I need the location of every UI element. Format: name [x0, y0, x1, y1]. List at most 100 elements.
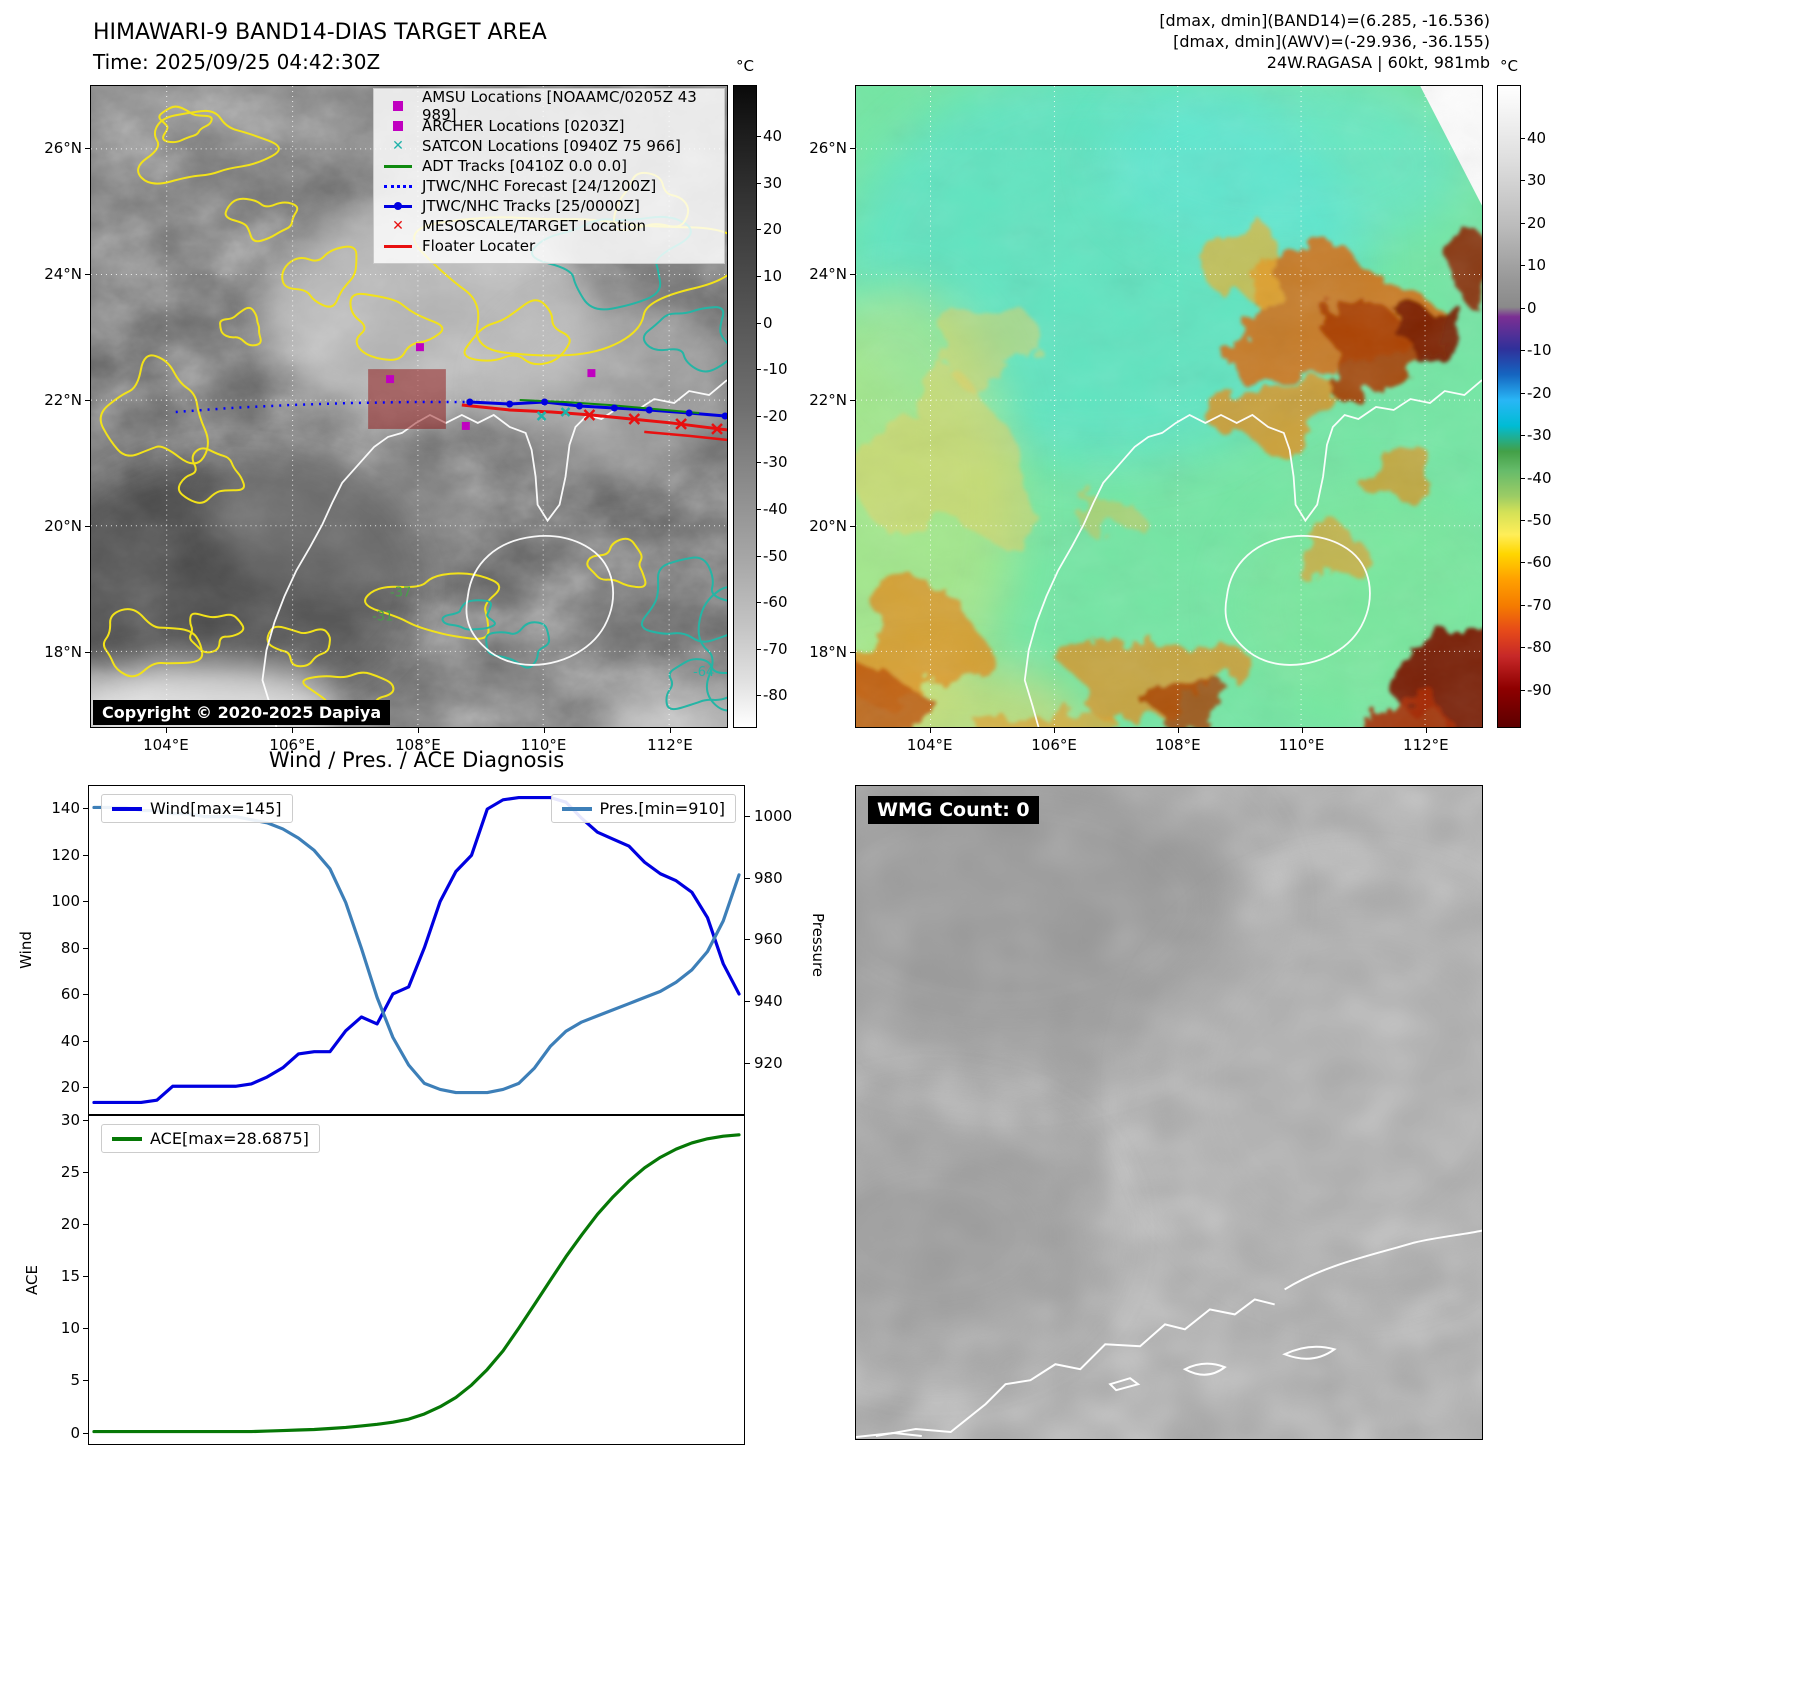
awv-cold-regions	[856, 86, 1482, 727]
tick-mark	[83, 947, 88, 949]
tick-mark	[757, 555, 761, 557]
amsu-location-marker	[415, 343, 424, 352]
tick-mark	[745, 1000, 750, 1002]
band14-lon-tick-label: 112°E	[647, 736, 693, 754]
tick-mark	[1521, 265, 1525, 267]
band14-colorbar-tick-label: -70	[763, 639, 788, 658]
ace-tick-label: 5	[70, 1371, 80, 1390]
tick-mark	[850, 148, 855, 149]
awv-colorbar-tick-label: -60	[1527, 553, 1552, 572]
tick-mark	[85, 526, 90, 528]
band14-colorbar-tick-label: 10	[763, 267, 783, 286]
tick-mark	[1521, 180, 1525, 182]
awv-colorbar-tick-label: 20	[1527, 213, 1547, 232]
tick-mark	[757, 322, 761, 324]
legend-item: Floater Locater	[383, 236, 715, 256]
floater-locater-line-2	[644, 430, 727, 442]
contour-value-label: -37	[390, 585, 411, 600]
tick-mark	[669, 728, 671, 733]
jtwc-track-point	[645, 406, 653, 414]
band14-colorbar-tick-label: -80	[763, 686, 788, 705]
ace-tick-label: 0	[70, 1423, 80, 1442]
tick-mark	[1521, 222, 1525, 224]
tick-mark	[417, 728, 419, 733]
legend-item: ✕ MESOSCALE/TARGET Location	[383, 216, 715, 236]
band14-colorbar-tick-label: -40	[763, 500, 788, 518]
wind-pressure-chart: Wind[max=145] Pres.[min=910]	[88, 785, 745, 1115]
band14-colorbar-tick-label: 40	[763, 127, 783, 146]
wind-legend-label: Wind[max=145]	[150, 799, 282, 818]
tick-mark	[85, 274, 90, 276]
band14-colorbar	[733, 85, 757, 728]
red-line-icon	[383, 244, 413, 248]
tick-mark	[1301, 728, 1303, 733]
teal-x-icon: ✕	[392, 138, 404, 154]
ace-tick-label: 25	[60, 1163, 80, 1182]
band14-lat-tick-label: 18°N	[44, 643, 82, 662]
wind-tick-label: 80	[60, 938, 80, 957]
tick-mark	[745, 1062, 750, 1064]
tick-mark	[83, 808, 88, 810]
awv-lon-tick-label: 106°E	[1031, 736, 1077, 754]
mesoscale-target-marker	[711, 423, 723, 435]
jtwc-track	[469, 400, 726, 418]
tick-mark	[1425, 728, 1427, 733]
amsu-location-marker	[386, 375, 395, 384]
tick-mark	[757, 276, 761, 278]
ace-legend-label: ACE[max=28.6875]	[150, 1129, 309, 1148]
wind-tick-label: 100	[51, 892, 80, 911]
wind-legend: Wind[max=145]	[101, 794, 293, 823]
tick-mark	[83, 1380, 88, 1382]
awv-lon-tick-label: 110°E	[1278, 736, 1325, 754]
tick-mark	[292, 728, 294, 733]
tick-mark	[1521, 392, 1525, 394]
jtwc-track-point	[541, 398, 549, 406]
band14-map-legend: AMSU Locations [NOAAMC/0205Z 43 989] ARCH…	[373, 88, 725, 264]
tick-mark	[85, 400, 90, 402]
tick-mark	[83, 1224, 88, 1226]
pressure-legend: Pres.[min=910]	[550, 794, 736, 823]
tick-mark	[83, 1087, 88, 1089]
tick-mark	[165, 728, 167, 733]
awv-lat-tick-label: 24°N	[809, 265, 847, 284]
mesoscale-target-marker	[583, 409, 596, 421]
floater-locater-line	[461, 403, 727, 432]
band14-colorbar-tick-label: 20	[763, 220, 783, 239]
awv-lon-tick-label: 112°E	[1403, 736, 1449, 754]
band14-lon-tick-label: 110°E	[520, 736, 567, 754]
awv-lon-tick-label: 104°E	[906, 736, 953, 754]
tick-mark	[1521, 138, 1525, 140]
band14-lat-tick-label: 24°N	[44, 265, 82, 284]
tick-mark	[83, 1328, 88, 1330]
awv-lat-tick-label: 26°N	[809, 139, 847, 157]
wind-legend-line	[112, 806, 142, 811]
band14-time-label: Time: 2025/09/25 04:42:30Z	[93, 50, 381, 74]
band14-colorbar-tick-label: 30	[763, 173, 783, 192]
copyright-label: Copyright © 2020-2025 Dapiya	[93, 700, 391, 725]
tick-mark	[745, 815, 750, 817]
jtwc-track-point	[685, 409, 693, 417]
wind-tick-label: 60	[60, 985, 80, 1004]
pressure-tick-label: 940	[754, 991, 783, 1010]
ace-plot	[92, 1133, 741, 1434]
wind-tick-label: 40	[60, 1031, 80, 1050]
awv-colorbar-tick-label: 30	[1527, 171, 1547, 190]
wmg-coastline	[856, 1229, 1482, 1438]
contour-value-label: -31	[372, 609, 393, 624]
ace-tick-label: 20	[60, 1215, 80, 1234]
tick-mark	[757, 229, 761, 231]
legend-item-label: Floater Locater	[422, 237, 536, 255]
no-data-wedge	[1420, 86, 1482, 206]
wind-pressure-plot	[92, 795, 741, 1105]
awv-colorbar	[1497, 85, 1521, 728]
tick-mark	[1521, 477, 1525, 479]
tick-mark	[83, 1120, 88, 1122]
jtwc-track-point	[466, 398, 474, 406]
tick-mark	[757, 509, 761, 510]
pressure-axis-label: Pressure	[809, 912, 827, 978]
tick-mark	[850, 526, 855, 528]
jtwc-track-point	[721, 412, 727, 420]
wind-tick-label: 120	[51, 845, 80, 864]
ace-tick-label: 30	[60, 1111, 80, 1130]
satcon-marker	[560, 407, 571, 417]
